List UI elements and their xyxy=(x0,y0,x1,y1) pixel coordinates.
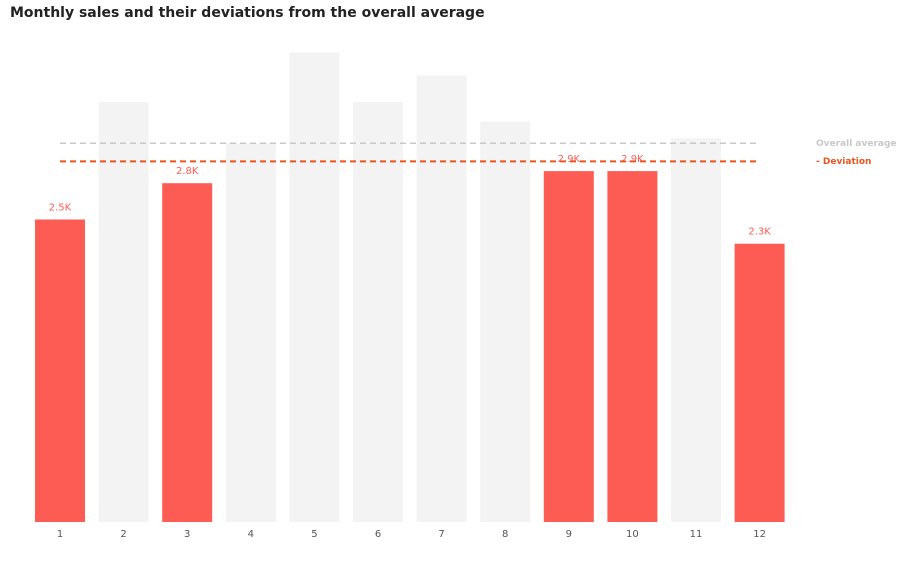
bar xyxy=(671,138,721,522)
x-tick-label: 9 xyxy=(566,529,572,540)
bar xyxy=(162,183,213,522)
bar xyxy=(353,102,403,522)
x-tick-label: 10 xyxy=(626,529,639,540)
data-label: 2.3K xyxy=(748,227,771,238)
bar xyxy=(607,171,658,522)
x-tick-label: 3 xyxy=(184,529,190,540)
x-tick-label: 2 xyxy=(120,529,126,540)
data-label: 2.9K xyxy=(621,154,644,165)
bar xyxy=(416,75,467,522)
x-tick-label: 11 xyxy=(690,529,703,540)
bar xyxy=(480,121,531,523)
x-tick-label: 8 xyxy=(502,529,508,540)
x-tick-label: 1 xyxy=(57,529,63,540)
x-tick-label: 5 xyxy=(311,529,317,540)
chart-title: Monthly sales and their deviations from … xyxy=(10,5,485,21)
data-label: 2.5K xyxy=(49,203,72,214)
x-tick-label: 7 xyxy=(438,529,444,540)
bar xyxy=(289,52,340,523)
bar xyxy=(543,171,594,522)
bar xyxy=(98,102,149,522)
bar xyxy=(225,143,276,522)
x-tick-label: 12 xyxy=(753,529,766,540)
data-label: 2.9K xyxy=(558,154,581,165)
data-label: 2.8K xyxy=(176,166,199,177)
legend-label: Overall average xyxy=(816,139,897,149)
bar xyxy=(734,243,785,522)
bar xyxy=(35,219,85,522)
x-tick-label: 6 xyxy=(375,529,381,540)
legend-label: - Deviation xyxy=(816,157,871,167)
x-tick-label: 4 xyxy=(248,529,254,540)
